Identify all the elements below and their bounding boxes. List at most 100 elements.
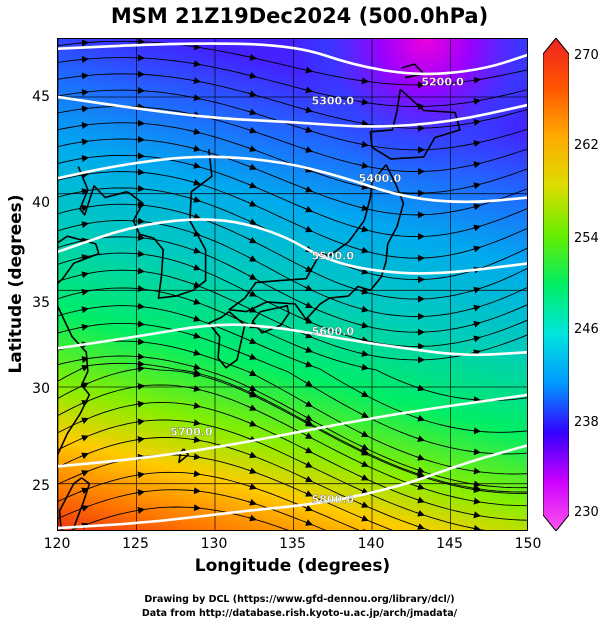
wind-arrow (471, 224, 481, 232)
wind-arrow (79, 105, 89, 113)
wind-arrow (303, 126, 313, 133)
x-tick-135: 135 (279, 536, 306, 552)
wind-arrow (191, 298, 201, 305)
wind-arrow (471, 497, 481, 505)
wind-arrow (359, 246, 369, 254)
wind-arrow (471, 286, 481, 294)
wind-arrow (247, 404, 257, 411)
wind-arrow (135, 436, 145, 444)
wind-arrow (191, 162, 201, 169)
colorbar-tick-238: 238 (574, 415, 599, 430)
streamline (58, 73, 527, 129)
streamline (58, 471, 360, 530)
height-contour (58, 155, 527, 204)
colorbar-tick-262: 262 (574, 138, 599, 153)
wind-arrow (191, 179, 201, 186)
wind-arrow (359, 430, 369, 437)
wind-arrow (415, 414, 425, 422)
colorbar-tick-254: 254 (574, 231, 599, 246)
wind-arrow (471, 245, 481, 253)
wind-arrow (191, 419, 201, 427)
wind-arrow (191, 504, 201, 512)
streamline (58, 203, 527, 300)
streamline (58, 402, 527, 521)
height-contour (58, 218, 527, 275)
wind-arrow (415, 483, 425, 490)
streamline (58, 252, 527, 347)
height-contour (58, 95, 527, 128)
wind-arrow (135, 418, 145, 426)
streamline (58, 287, 527, 401)
wind-arrow (359, 474, 369, 481)
wind-arrow (303, 185, 313, 193)
wind-arrow (303, 420, 313, 427)
wind-arrow (471, 161, 481, 169)
streamline (58, 489, 327, 530)
wind-arrow (79, 254, 89, 261)
streamline (58, 436, 431, 530)
map-plot-area: 5200.0 5300.0 5400.0 5500.0 5600.0 5700.0 5800… (57, 38, 528, 531)
wind-arrow (79, 306, 89, 314)
wind-arrow (359, 321, 369, 329)
wind-arrow (471, 349, 481, 357)
wind-arrow (247, 126, 257, 134)
wind-arrow (359, 287, 369, 295)
wind-arrow (359, 305, 369, 313)
x-axis-label: Longitude (degrees) (194, 556, 391, 576)
wind-arrow (79, 470, 89, 477)
wind-arrow (247, 353, 257, 360)
wind-arrow (135, 400, 145, 408)
wind-arrow (247, 483, 257, 490)
wind-arrow (191, 487, 201, 495)
wind-arrow (191, 196, 201, 203)
wind-arrow (471, 524, 481, 530)
wind-arrow (247, 273, 257, 280)
wind-arrow (247, 90, 257, 98)
wind-arrow (247, 200, 257, 207)
wind-arrow (471, 448, 481, 456)
wind-arrow (303, 317, 313, 324)
wind-arrow (303, 346, 313, 353)
wind-arrow (135, 185, 145, 192)
x-tick-130: 130 (200, 536, 228, 552)
wind-arrow (303, 284, 313, 291)
streamline (58, 367, 527, 494)
coastline (77, 166, 128, 216)
wind-arrow (191, 453, 201, 461)
wind-arrow (471, 320, 481, 328)
wind-arrow (471, 203, 481, 211)
wind-arrow (135, 250, 145, 258)
wind-arrow (471, 182, 481, 190)
wind-arrow (191, 128, 201, 135)
credit-drawing: Drawing by DCL (https://www.gfd-dennou.o… (144, 594, 455, 605)
wind-arrow (471, 335, 481, 343)
wind-arrow (303, 490, 313, 497)
wind-arrow (79, 221, 89, 228)
wind-arrow (471, 76, 481, 84)
coastline (228, 164, 405, 321)
wind-arrow (303, 446, 313, 454)
wind-arrow (191, 60, 201, 68)
wind-arrow (79, 122, 89, 129)
wind-arrow (135, 168, 145, 176)
wind-arrow (303, 166, 313, 173)
streamline (58, 220, 527, 317)
wind-arrow (247, 53, 257, 61)
credit-data: Data from http://database.rish.kyoto-u.a… (141, 608, 458, 619)
streamline (58, 154, 527, 237)
wind-arrow (415, 523, 425, 530)
wind-arrow (471, 511, 481, 519)
wind-arrow (135, 338, 145, 346)
coastline (189, 149, 213, 221)
contour-label: 5200.0 (421, 75, 464, 88)
wind-arrow (191, 145, 201, 152)
wind-arrow (79, 435, 89, 442)
y-axis-label: Latitude (degrees) (6, 194, 26, 374)
wind-arrow (303, 106, 313, 114)
wind-arrow (191, 43, 201, 51)
wind-arrow (247, 218, 257, 225)
wind-arrow (359, 411, 369, 418)
wind-arrow (79, 288, 89, 296)
wind-arrow (135, 489, 145, 497)
wind-arrow (247, 451, 257, 459)
